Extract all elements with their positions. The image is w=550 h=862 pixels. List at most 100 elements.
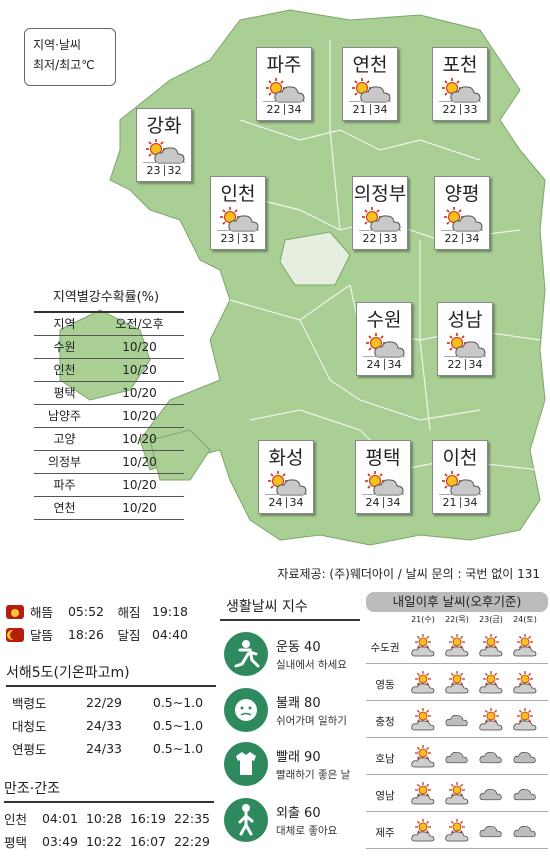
city-name: 연천 xyxy=(352,54,388,76)
rain-region: 연천 xyxy=(34,496,96,520)
city-card: 인천 23 31 xyxy=(210,176,266,250)
tide-time: 03:49 xyxy=(41,834,79,849)
city-name: 인천 xyxy=(220,183,256,205)
tide-row: 평택 03:49 10:22 16:07 22:29 xyxy=(4,830,214,853)
forecast-region: 호남 xyxy=(375,753,395,765)
table-row: 고양 10/20 xyxy=(34,427,184,451)
cloud-icon xyxy=(512,819,538,843)
life-index-name: 불쾌 80 xyxy=(276,696,321,711)
seoul-area xyxy=(279,231,351,286)
low-temp: 23 xyxy=(220,232,235,245)
moonrise-time: 18:26 xyxy=(67,627,105,642)
sun-cloud-icon xyxy=(444,671,470,695)
life-index-item: 빨래 90 빨래하기 좋은 날 xyxy=(224,742,350,786)
life-index-item: 외출 60 대체로 좋아요 xyxy=(224,798,337,842)
sun-cloud-icon xyxy=(512,708,538,732)
tide-time: 10:22 xyxy=(85,834,123,849)
sun-cloud-icon xyxy=(512,634,538,658)
high-temp: 31 xyxy=(241,232,256,245)
high-temp: 32 xyxy=(167,164,182,177)
city-name: 의정부 xyxy=(353,183,407,205)
rain-prob: 10/20 xyxy=(95,450,184,474)
sun-cloud-icon xyxy=(444,782,470,806)
life-index-header: 생활날씨 지수 xyxy=(220,596,360,621)
high-temp: 34 xyxy=(465,232,480,245)
legend-line2: 최저/최고℃ xyxy=(33,58,95,72)
high-temp: 33 xyxy=(383,232,398,245)
city-name: 성남 xyxy=(447,309,483,331)
city-temps: 23 32 xyxy=(143,162,185,177)
city-card: 파주 22 34 xyxy=(256,47,312,121)
sea-row: 연평도 24/33 0.5∼1.0 xyxy=(6,737,216,760)
forecast-region: 영동 xyxy=(375,679,395,691)
high-temp: 34 xyxy=(287,103,302,116)
sunrise-time: 05:52 xyxy=(67,604,105,619)
rain-prob: 10/20 xyxy=(95,404,184,428)
sea-island: 연평도 xyxy=(12,742,47,757)
tide-time: 16:07 xyxy=(129,834,167,849)
low-temp: 22 xyxy=(266,103,281,116)
high-temp: 34 xyxy=(468,358,483,371)
sun-cloud-icon xyxy=(444,634,470,658)
high-temp: 33 xyxy=(463,103,478,116)
moon-row: 달뜸 18:26 달짐 04:40 xyxy=(6,623,216,646)
sun-cloud-icon xyxy=(444,819,470,843)
city-name: 양평 xyxy=(444,183,480,205)
city-temps: 23 31 xyxy=(217,230,259,245)
city-name: 파주 xyxy=(266,54,302,76)
tide-time: 22:35 xyxy=(173,811,211,826)
city-card: 양평 22 34 xyxy=(434,176,490,250)
shirt-icon xyxy=(224,742,268,786)
sun-cloud-icon xyxy=(220,207,260,233)
city-name: 평택 xyxy=(365,447,401,469)
sun-cloud-icon xyxy=(352,78,392,104)
life-index-desc: 실내에서 하세요 xyxy=(276,659,347,671)
forecast-region-row: 영남 xyxy=(366,776,548,812)
walking-icon xyxy=(224,798,268,842)
sun-cloud-icon xyxy=(512,671,538,695)
sun-cloud-icon xyxy=(410,745,436,769)
rain-prob: 10/20 xyxy=(95,427,184,451)
forecast-region-row: 호남 xyxy=(366,739,548,775)
sun-cloud-icon xyxy=(410,634,436,658)
table-row: 연천 10/20 xyxy=(34,496,184,520)
sun-moon-times: 해뜸 05:52 해짐 19:18 달뜸 18:26 달짐 04:40 xyxy=(6,600,216,646)
sea-wave: 0.5∼1.0 xyxy=(152,718,204,733)
tide-times: 만조·간조 인천 04:01 10:28 16:19 22:35 평택 03:49 10:22… xyxy=(4,778,214,853)
cloud-icon xyxy=(478,819,504,843)
map-legend: 지역·날씨 최저/최고℃ xyxy=(24,28,116,86)
sun-cloud-icon xyxy=(478,671,504,695)
table-row: 평택 10/20 xyxy=(34,381,184,405)
low-temp: 21 xyxy=(442,496,457,509)
sun-cloud-icon xyxy=(365,471,405,497)
rain-header-prob: 오전/오후 xyxy=(95,311,184,336)
forecast-region-row: 충청 xyxy=(366,702,548,738)
cloud-icon xyxy=(512,745,538,769)
life-index-desc: 쉬어가며 일하기 xyxy=(276,715,347,727)
cloud-icon xyxy=(512,782,538,806)
low-temp: 24 xyxy=(268,496,283,509)
life-index-name: 빨래 90 xyxy=(276,750,321,765)
sun-cloud-icon xyxy=(442,78,482,104)
legend-line1: 지역·날씨 xyxy=(33,38,81,52)
life-index-name: 외출 60 xyxy=(276,806,321,821)
table-row: 남양주 10/20 xyxy=(34,404,184,428)
rain-header-region: 지역 xyxy=(34,311,96,336)
city-temps: 22 34 xyxy=(263,101,305,116)
life-index-item: 운동 40 실내에서 하세요 xyxy=(224,632,347,676)
rain-region: 평택 xyxy=(34,381,96,405)
sun-cloud-icon xyxy=(478,634,504,658)
sun-cloud-icon xyxy=(410,708,436,732)
sea-wave: 0.5∼1.0 xyxy=(152,741,204,756)
forecast-region: 수도권 xyxy=(370,642,400,654)
life-title: 생활날씨 지수 xyxy=(220,596,360,621)
sunset-time: 19:18 xyxy=(151,604,189,619)
city-name: 강화 xyxy=(146,115,182,137)
low-temp: 22 xyxy=(442,103,457,116)
rain-prob: 10/20 xyxy=(95,358,184,382)
tide-time: 16:19 xyxy=(129,811,167,826)
running-icon xyxy=(224,632,268,676)
city-card: 성남 22 34 xyxy=(437,302,493,376)
tide-place: 평택 xyxy=(4,835,28,850)
forecast-region-row: 영동 xyxy=(366,665,548,701)
